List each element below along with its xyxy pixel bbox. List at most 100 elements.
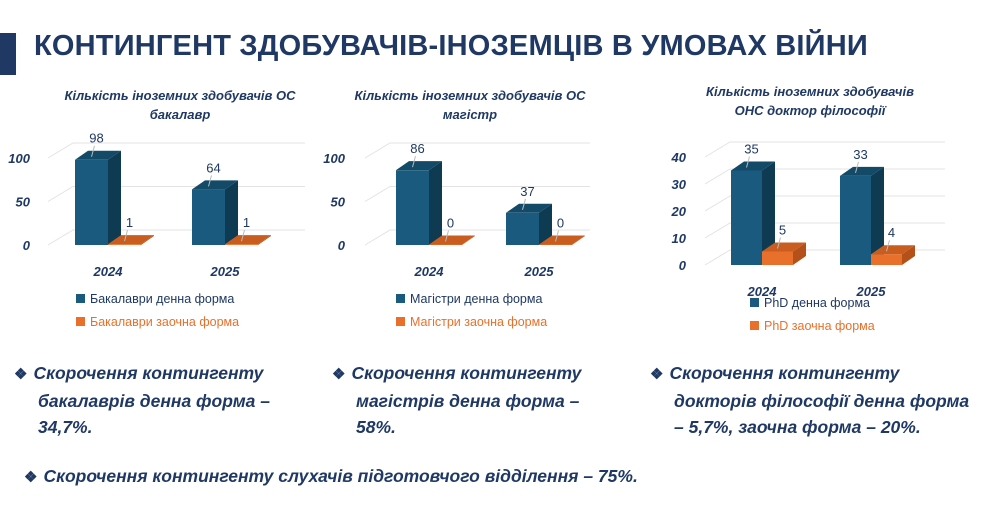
bar xyxy=(75,159,108,245)
legend-item: Бакалаври денна форма xyxy=(76,291,239,307)
x-tick-label: 2025 xyxy=(856,284,887,299)
bar xyxy=(731,170,762,265)
y-tick-label: 100 xyxy=(8,151,30,166)
x-tick-label: 2024 xyxy=(414,264,445,279)
diamond-bullet-icon: ❖ xyxy=(14,366,28,383)
bar-side xyxy=(793,242,806,265)
chart-title-bachelor: Кількість іноземних здобувачів ОС бакалав… xyxy=(64,88,296,122)
legend-item: PhD денна форма xyxy=(750,295,875,311)
data-label-leader xyxy=(412,156,416,168)
bar-top xyxy=(871,245,915,255)
data-label: 35 xyxy=(744,142,758,157)
diamond-bullet-icon: ❖ xyxy=(650,366,664,383)
y-tick-label: 40 xyxy=(671,150,687,165)
bar xyxy=(840,175,871,265)
bar-top xyxy=(192,180,238,190)
bar-side xyxy=(462,235,475,245)
bar-top xyxy=(75,150,121,160)
data-label-leader xyxy=(124,229,128,242)
bullet-master: ❖ Скорочення контингенту магістрів денна ф… xyxy=(332,363,582,437)
y-tick-label: 50 xyxy=(16,195,31,210)
x-tick-label: 2024 xyxy=(93,264,124,279)
x-tick-label: 2024 xyxy=(747,284,778,299)
data-label-leader xyxy=(522,198,526,210)
bar-top xyxy=(225,235,271,245)
y-tick-label: 50 xyxy=(331,195,346,210)
gridline xyxy=(704,141,945,158)
data-label-leader xyxy=(555,230,559,242)
bar-side xyxy=(762,161,775,265)
data-label: 98 xyxy=(89,131,103,146)
bar-top xyxy=(762,242,806,252)
bar-side xyxy=(572,235,585,245)
legend-item: Магістри денна форма xyxy=(396,291,547,307)
x-tick-label: 2025 xyxy=(524,264,555,279)
data-label-leader xyxy=(855,161,859,174)
data-label: 1 xyxy=(243,215,250,230)
bar xyxy=(225,244,258,245)
bar-top xyxy=(539,235,585,245)
bullet-phd: ❖ Скорочення контингенту докторів філософі… xyxy=(650,363,970,437)
bar-side xyxy=(902,245,915,265)
data-label-leader xyxy=(777,237,781,249)
bar xyxy=(396,170,429,245)
data-label-leader xyxy=(445,230,449,242)
bar xyxy=(506,212,539,245)
data-label: 0 xyxy=(447,216,454,231)
bullet-preparatory: ❖ Скорочення контингенту слухачів підгото… xyxy=(24,466,638,486)
bar-side xyxy=(871,166,884,265)
page-title: КОНТИНГЕНТ ЗДОБУВАЧІВ-ІНОЗЕМЦІВ В УМОВАХ… xyxy=(34,30,868,62)
bar xyxy=(429,244,462,245)
y-tick-label: 10 xyxy=(672,231,687,246)
data-label: 1 xyxy=(126,215,133,230)
legend-item: Магістри заочна форма xyxy=(396,314,547,330)
bar-side xyxy=(258,235,271,245)
legend-phd: PhD денна форма PhD заочна форма xyxy=(750,295,875,334)
data-label-leader xyxy=(241,229,245,242)
bar xyxy=(539,244,572,245)
gridline xyxy=(47,142,305,159)
bar-top xyxy=(731,161,775,171)
data-label: 33 xyxy=(853,147,867,162)
diamond-bullet-icon: ❖ xyxy=(332,366,346,383)
bar-side xyxy=(225,180,238,245)
gridline xyxy=(364,186,590,202)
y-tick-label: 30 xyxy=(672,177,687,192)
gridline xyxy=(364,142,590,159)
legend-item: Бакалаври заочна форма xyxy=(76,314,239,330)
data-label: 4 xyxy=(888,225,895,240)
bar-side xyxy=(539,203,552,245)
data-label: 5 xyxy=(779,223,786,238)
data-label-leader xyxy=(886,240,890,252)
title-accent-bar xyxy=(0,33,16,75)
data-label: 64 xyxy=(206,160,220,175)
data-label: 37 xyxy=(520,184,534,199)
legend-item: PhD заочна форма xyxy=(750,318,875,334)
bar-top xyxy=(429,235,475,245)
legend-master: Магістри денна форма Магістри заочна фор… xyxy=(396,291,547,330)
bar-side xyxy=(429,161,442,245)
data-label-leader xyxy=(746,156,750,168)
bar-top xyxy=(108,235,154,245)
chart-title-master: Кількість іноземних здобувачів ОС магістр xyxy=(354,88,586,122)
y-tick-label: 20 xyxy=(671,204,687,219)
data-label: 86 xyxy=(410,141,424,156)
data-label-leader xyxy=(208,175,212,187)
bar xyxy=(762,251,793,265)
chart-title-phd: Кількість іноземних здобувачів ОНС доктор… xyxy=(706,84,914,118)
y-tick-label: 100 xyxy=(323,151,345,166)
legend-bachelor: Бакалаври денна форма Бакалаври заочна ф… xyxy=(76,291,239,330)
bar-top xyxy=(396,161,442,171)
bar-top xyxy=(840,166,884,176)
y-tick-label: 0 xyxy=(338,238,346,253)
y-tick-label: 0 xyxy=(679,258,687,273)
bar xyxy=(192,189,225,245)
y-tick-label: 0 xyxy=(23,238,31,253)
diamond-bullet-icon: ❖ xyxy=(24,469,38,486)
bar xyxy=(871,254,902,265)
data-label: 0 xyxy=(557,216,564,231)
bullet-bachelor: ❖ Скорочення контингенту бакалаврів денна … xyxy=(14,363,270,437)
bar-side xyxy=(141,235,154,245)
bar xyxy=(108,244,141,245)
